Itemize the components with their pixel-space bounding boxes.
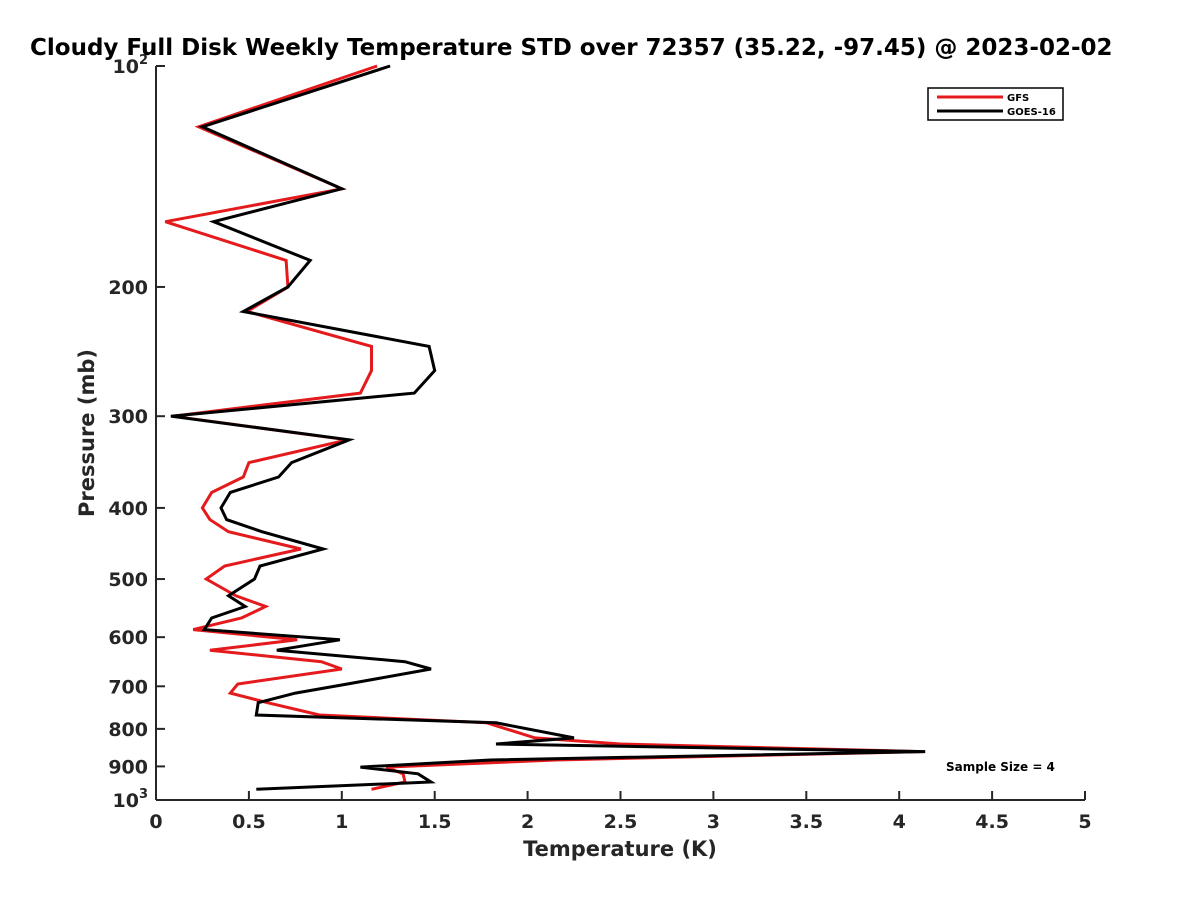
x-tick-label: 3.5 (789, 811, 823, 833)
x-tick-label: 1 (335, 811, 348, 833)
x-axis-label: Temperature (K) (523, 837, 717, 861)
y-tick-label: 300 (108, 406, 148, 428)
series-line-goes-16 (170, 64, 926, 791)
x-tick-label: 0 (149, 811, 162, 833)
y-tick-label: 103 (113, 787, 149, 812)
legend: GFS GOES-16 (927, 87, 1064, 121)
legend-box (927, 87, 1064, 121)
y-tick-label: 102 (113, 53, 149, 78)
x-tick-label: 2.5 (604, 811, 638, 833)
y-axis-label: Pressure (mb) (75, 349, 99, 517)
y-tick-label: 500 (108, 569, 148, 591)
x-tick-label: 4 (893, 811, 906, 833)
x-tick-label: 5 (1078, 811, 1091, 833)
y-tick-label: 600 (108, 627, 148, 649)
y-tick-label: 700 (108, 676, 148, 698)
chart-title: Cloudy Full Disk Weekly Temperature STD … (30, 35, 1113, 61)
x-tick-label: 0.5 (232, 811, 266, 833)
series-layer (164, 64, 926, 791)
sample-size-annotation: Sample Size = 4 (946, 760, 1055, 774)
legend-label: GOES-16 (1007, 107, 1056, 118)
x-tick-label: 2 (521, 811, 534, 833)
y-tick-label: 400 (108, 498, 148, 520)
legend-items: GFS GOES-16 (937, 93, 1056, 118)
x-tick-label: 1.5 (418, 811, 452, 833)
y-tick-label: 200 (108, 277, 148, 299)
series-line-gfs (164, 64, 922, 791)
x-tick-label: 3 (707, 811, 720, 833)
y-tick-label: 900 (108, 756, 148, 778)
y-tick-label: 800 (108, 719, 148, 741)
legend-label: GFS (1007, 93, 1029, 104)
x-tick-label: 4.5 (975, 811, 1009, 833)
tick-layer: 0 0.5 1 1.5 2 2.5 3 3.5 4 4.5 5 102 200 300 400 500 600 7… (108, 53, 1091, 833)
